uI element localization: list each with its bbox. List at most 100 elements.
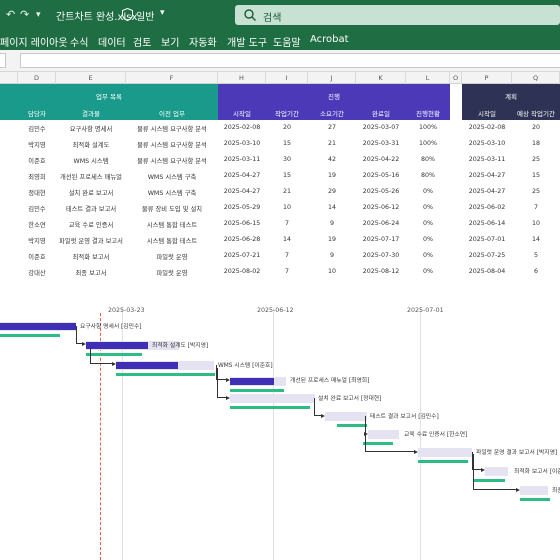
cell-status[interactable]: 100%	[418, 140, 437, 147]
cell-output[interactable]: 최종 보고서	[75, 270, 107, 277]
cell-output[interactable]: 최적화 설계도	[72, 142, 110, 149]
column-header-i[interactable]: I	[266, 72, 308, 84]
cell-prev[interactable]: 파일럿 운영	[156, 270, 188, 277]
cell-owner[interactable]: 김민수	[28, 206, 46, 213]
tab-help[interactable]: 도움말	[273, 38, 301, 49]
tab-data[interactable]: 데이터	[98, 38, 126, 49]
cell-used[interactable]: 10	[327, 268, 336, 275]
cell-workdays[interactable]: 30	[282, 156, 291, 163]
cell-used[interactable]: 21	[327, 140, 336, 147]
column-header-e[interactable]: E	[56, 72, 126, 84]
cell-prev[interactable]: 파일럿 운영	[156, 254, 188, 261]
cell-output[interactable]: 테스트 결과 보고서	[65, 206, 117, 213]
cell-used[interactable]: 27	[327, 124, 336, 131]
cell-owner[interactable]: 정대현	[28, 190, 46, 197]
cell-output[interactable]: 파일럿 운영 결과 보고서	[59, 238, 123, 245]
chevron-down-icon[interactable]: ▾	[160, 8, 165, 18]
sensitivity-label[interactable]: 일반	[136, 12, 155, 23]
tab-page-layout[interactable]: 페이지 레이아웃	[0, 38, 68, 49]
cell-workdays[interactable]: 14	[282, 236, 291, 243]
undo-icon[interactable]: ↶	[6, 8, 16, 21]
tab-acrobat[interactable]: Acrobat	[310, 34, 349, 45]
redo-icon[interactable]: ↷	[20, 8, 30, 21]
cell-output[interactable]: 요구사항 명세서	[69, 126, 113, 133]
cell-plan-days[interactable]: 18	[531, 140, 540, 147]
cell-done[interactable]: 2025-08-12	[362, 268, 400, 275]
cell-plan-start[interactable]: 2025-07-01	[468, 236, 506, 243]
cell-owner[interactable]: 김민수	[28, 126, 46, 133]
tab-developer[interactable]: 개발 도구	[227, 38, 267, 49]
cell-status[interactable]: 80%	[421, 156, 435, 163]
column-header-d[interactable]: D	[18, 72, 56, 84]
column-header-j[interactable]: J	[308, 72, 356, 84]
tab-formulas[interactable]: 수식	[70, 38, 89, 49]
cell-plan-days[interactable]: 25	[531, 188, 540, 195]
cell-plan-start[interactable]: 2025-07-25	[468, 252, 506, 259]
cell-workdays[interactable]: 7	[284, 252, 289, 259]
cell-workdays[interactable]: 15	[282, 140, 291, 147]
cell-plan-start[interactable]: 2025-02-08	[468, 124, 506, 131]
file-name[interactable]: 간트차트 완성.xlsx	[56, 12, 138, 23]
cell-workdays[interactable]: 7	[284, 220, 289, 227]
cell-workdays[interactable]: 20	[282, 124, 291, 131]
cell-output[interactable]: 설치 완료 보고서	[68, 190, 114, 197]
cell-done[interactable]: 2025-07-17	[362, 236, 400, 243]
cell-status[interactable]: 0%	[423, 204, 433, 211]
cell-done[interactable]: 2025-06-12	[362, 204, 400, 211]
cell-workdays[interactable]: 7	[284, 268, 289, 275]
cell-output[interactable]: 최적화 보고서	[72, 254, 110, 261]
search-box[interactable]: 검색	[235, 5, 560, 25]
cell-done[interactable]: 2025-03-31	[362, 140, 400, 147]
tab-automate[interactable]: 자동화	[189, 38, 217, 49]
cell-prev[interactable]: 시스템 통합 테스트	[146, 238, 198, 245]
search-input[interactable]: 검색	[263, 13, 282, 24]
cell-start[interactable]: 2025-03-10	[223, 140, 261, 147]
tab-view[interactable]: 보기	[161, 38, 180, 49]
cell-owner[interactable]: 최영희	[28, 174, 46, 181]
cell-prev[interactable]: 시스템 통합 테스트	[146, 222, 198, 229]
cell-plan-days[interactable]: 25	[531, 156, 540, 163]
tab-review[interactable]: 검토	[133, 38, 152, 49]
cell-used[interactable]: 19	[327, 236, 336, 243]
cell-start[interactable]: 2025-02-08	[223, 124, 261, 131]
cell-prev[interactable]: 물류 시스템 요구사항 분석	[137, 142, 207, 149]
cell-plan-days[interactable]: 5	[533, 252, 538, 259]
cell-used[interactable]: 14	[327, 204, 336, 211]
cell-plan-days[interactable]: 14	[531, 236, 540, 243]
cell-prev[interactable]: 물류 시스템 요구사항 분석	[137, 126, 207, 133]
cell-output[interactable]: 개선된 프로세스 매뉴얼	[60, 174, 122, 181]
cell-done[interactable]: 2025-06-24	[362, 220, 400, 227]
cell-plan-start[interactable]: 2025-06-02	[468, 204, 506, 211]
cell-start[interactable]: 2025-06-15	[223, 220, 261, 227]
cell-prev[interactable]: 물류 시스템 요구사항 분석	[137, 158, 207, 165]
cell-plan-start[interactable]: 2025-03-10	[468, 140, 506, 147]
column-header[interactable]	[0, 72, 18, 84]
cell-done[interactable]: 2025-07-30	[362, 252, 400, 259]
cell-plan-start[interactable]: 2025-04-27	[468, 188, 506, 195]
cell-owner[interactable]: 박지영	[28, 142, 46, 149]
cell-status[interactable]: 0%	[423, 220, 433, 227]
cell-owner[interactable]: 강대산	[28, 270, 46, 277]
cell-done[interactable]: 2025-05-26	[362, 188, 400, 195]
cell-start[interactable]: 2025-04-27	[223, 188, 261, 195]
cell-prev[interactable]: WMS 시스템 구축	[147, 174, 197, 181]
cell-owner[interactable]: 한소연	[28, 222, 46, 229]
cell-plan-start[interactable]: 2025-08-04	[468, 268, 506, 275]
column-header-p[interactable]: P	[462, 72, 512, 84]
cell-plan-start[interactable]: 2025-06-14	[468, 220, 506, 227]
cell-start[interactable]: 2025-04-27	[223, 172, 261, 179]
column-header-q[interactable]: Q	[512, 72, 560, 84]
cell-done[interactable]: 2025-04-22	[362, 156, 400, 163]
cell-plan-days[interactable]: 20	[531, 124, 540, 131]
cell-prev[interactable]: 물류 장비 도입 및 설치	[141, 206, 203, 213]
cell-start[interactable]: 2025-08-02	[223, 268, 261, 275]
cell-used[interactable]: 29	[327, 188, 336, 195]
cell-plan-start[interactable]: 2025-04-27	[468, 172, 506, 179]
cell-start[interactable]: 2025-07-21	[223, 252, 261, 259]
column-header-f[interactable]: F	[126, 72, 218, 84]
cell-used[interactable]: 42	[327, 156, 336, 163]
cell-workdays[interactable]: 21	[282, 188, 291, 195]
cell-used[interactable]: 9	[329, 252, 334, 259]
cell-status[interactable]: 0%	[423, 188, 433, 195]
cell-status[interactable]: 80%	[421, 172, 435, 179]
